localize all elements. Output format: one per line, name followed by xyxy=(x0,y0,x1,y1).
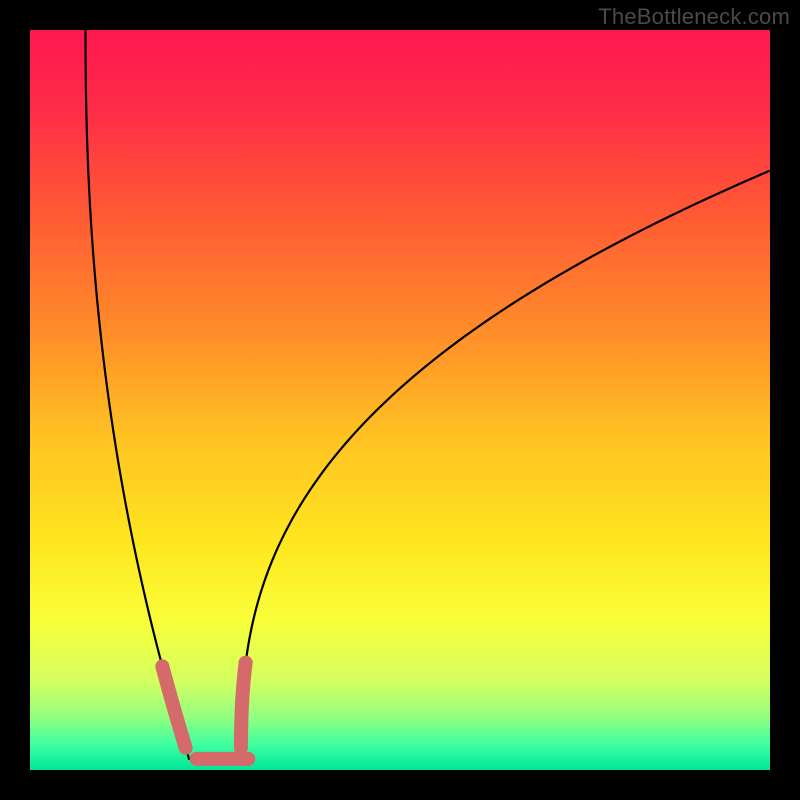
chart-frame: TheBottleneck.com xyxy=(0,0,800,800)
highlight-dot xyxy=(155,659,169,673)
watermark-text: TheBottleneck.com xyxy=(598,4,790,30)
highlight-segment xyxy=(241,663,246,748)
gradient-background xyxy=(30,30,770,770)
plot-svg xyxy=(30,30,770,770)
highlight-dot xyxy=(239,656,253,670)
plot-area xyxy=(30,30,770,770)
